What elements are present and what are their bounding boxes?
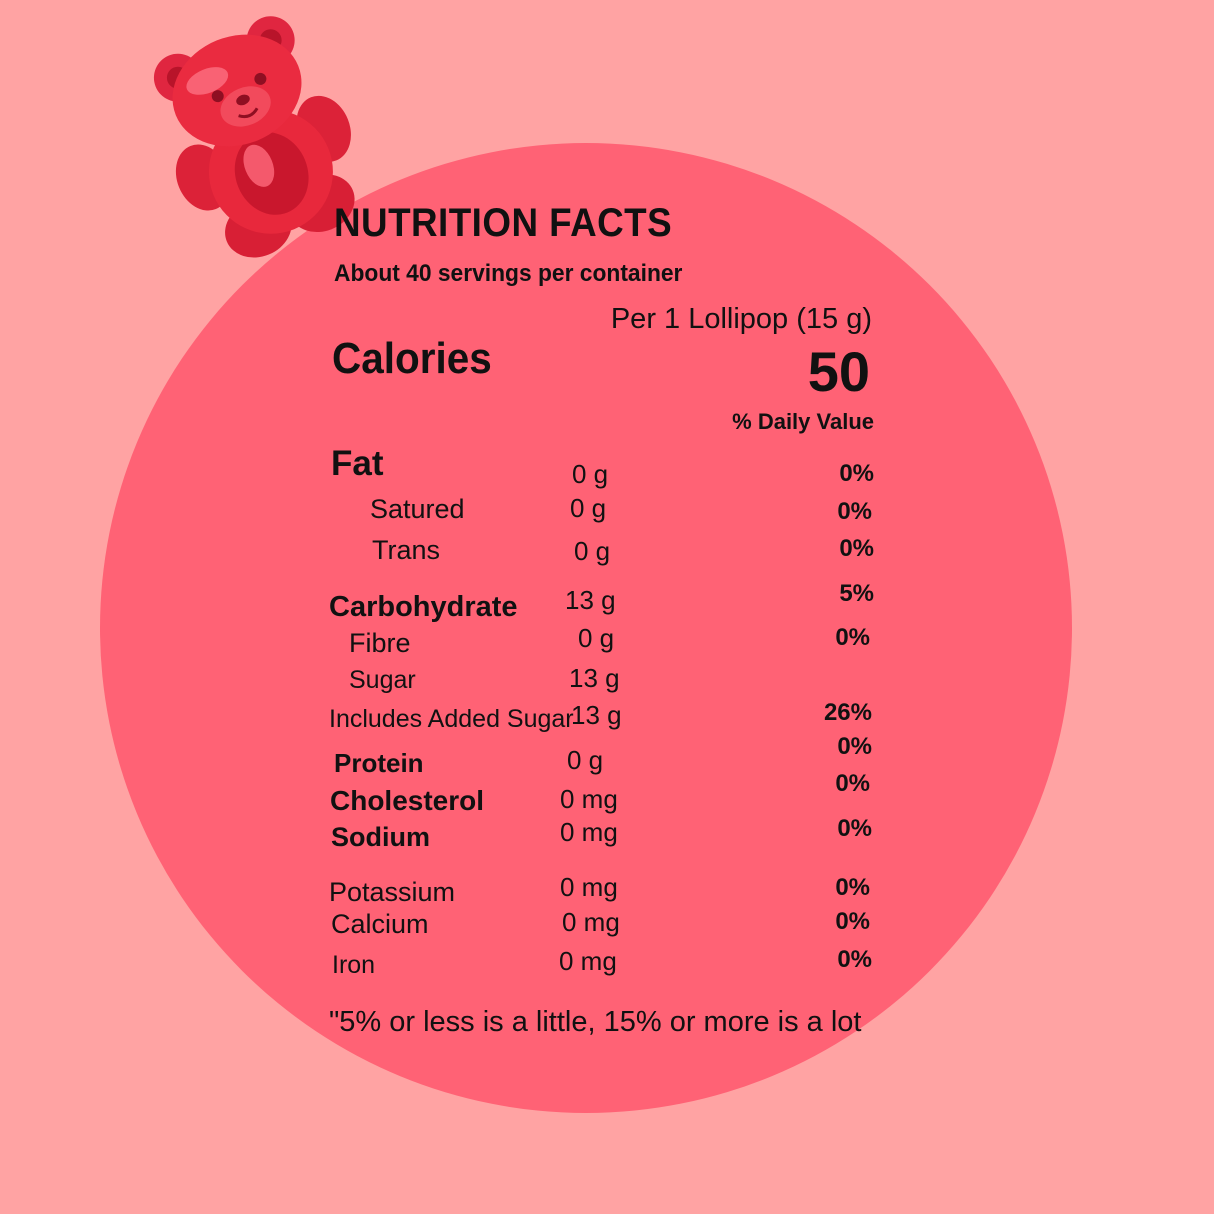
sodium-amount: 0 mg (560, 817, 618, 847)
protein-percent: 0% (837, 733, 872, 760)
sodium-label: Sodium (331, 822, 430, 852)
cholesterol-amount: 0 mg (560, 784, 618, 814)
fibre-amount: 0 g (578, 623, 615, 653)
fibre-label: Fibre (349, 628, 411, 658)
daily-value-header: % Daily Value (732, 409, 874, 434)
fat-label: Fat (331, 444, 384, 483)
trans-amount: 0 g (574, 536, 611, 566)
cholesterol-percent: 0% (835, 770, 870, 797)
saturated-label: Satured (370, 494, 465, 524)
gummy-bear-icon (153, 16, 355, 258)
saturated-amount: 0 g (570, 493, 607, 523)
carbohydrate-label: Carbohydrate (329, 591, 518, 623)
servings-per-container: About 40 servings per container (334, 260, 683, 287)
added-sugar-label: Includes Added Sugar (329, 705, 574, 733)
page-title: NUTRITION FACTS (334, 201, 673, 245)
iron-percent: 0% (837, 946, 872, 973)
added-sugar-amount: 13 g (571, 700, 622, 730)
daily-value-footnote: "5% or less is a little, 15% or more is … (329, 1006, 862, 1038)
trans-percent: 0% (839, 535, 874, 562)
sugar-label: Sugar (349, 666, 416, 694)
fat-amount: 0 g (572, 459, 609, 489)
cholesterol-label: Cholesterol (330, 785, 485, 816)
calories-value: 50 (807, 340, 870, 403)
calcium-percent: 0% (835, 908, 870, 935)
potassium-percent: 0% (835, 874, 870, 901)
iron-label: Iron (332, 951, 376, 979)
serving-size: Per 1 Lollipop (15 g) (610, 303, 872, 335)
protein-label: Protein (334, 748, 424, 778)
carbohydrate-amount: 13 g (565, 585, 616, 615)
potassium-amount: 0 mg (560, 872, 618, 902)
background-circle (100, 143, 1072, 1113)
sodium-percent: 0% (837, 815, 872, 842)
protein-amount: 0 g (567, 745, 604, 775)
sugar-amount: 13 g (569, 663, 620, 693)
fat-percent: 0% (839, 460, 874, 487)
added-sugar-percent: 26% (823, 699, 872, 726)
calories-label: Calories (332, 334, 492, 383)
fibre-percent: 0% (835, 624, 870, 651)
potassium-label: Potassium (329, 877, 456, 907)
trans-label: Trans (372, 535, 441, 565)
carbohydrate-percent: 5% (839, 580, 874, 607)
saturated-percent: 0% (837, 498, 872, 525)
calcium-label: Calcium (331, 909, 429, 939)
calcium-amount: 0 mg (562, 907, 620, 937)
iron-amount: 0 mg (559, 946, 617, 976)
